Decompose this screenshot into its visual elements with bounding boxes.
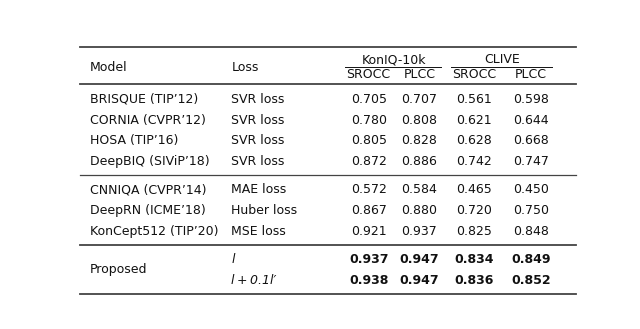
Text: 0.852: 0.852 xyxy=(511,274,550,287)
Text: 0.705: 0.705 xyxy=(351,93,387,106)
Text: CLIVE: CLIVE xyxy=(484,53,520,66)
Text: BRISQUE (TIP’12): BRISQUE (TIP’12) xyxy=(90,93,198,106)
Text: DeepRN (ICME’18): DeepRN (ICME’18) xyxy=(90,204,205,217)
Text: 0.750: 0.750 xyxy=(513,204,549,217)
Text: 0.747: 0.747 xyxy=(513,155,549,168)
Text: 0.828: 0.828 xyxy=(401,135,437,147)
Text: 0.668: 0.668 xyxy=(513,135,548,147)
Text: 0.628: 0.628 xyxy=(456,135,492,147)
Text: 0.848: 0.848 xyxy=(513,225,549,238)
Text: 0.880: 0.880 xyxy=(401,204,437,217)
Text: PLCC: PLCC xyxy=(515,68,547,81)
Text: MAE loss: MAE loss xyxy=(231,183,287,196)
Text: 0.938: 0.938 xyxy=(349,274,388,287)
Text: 0.849: 0.849 xyxy=(511,253,550,266)
Text: 0.561: 0.561 xyxy=(456,93,492,106)
Text: 0.834: 0.834 xyxy=(454,253,493,266)
Text: 0.937: 0.937 xyxy=(349,253,388,266)
Text: 0.947: 0.947 xyxy=(399,253,439,266)
Text: SVR loss: SVR loss xyxy=(231,93,285,106)
Text: 0.584: 0.584 xyxy=(401,183,437,196)
Text: 0.780: 0.780 xyxy=(351,114,387,127)
Text: SVR loss: SVR loss xyxy=(231,155,285,168)
Text: SVR loss: SVR loss xyxy=(231,135,285,147)
Text: 0.805: 0.805 xyxy=(351,135,387,147)
Text: 0.825: 0.825 xyxy=(456,225,492,238)
Text: 0.921: 0.921 xyxy=(351,225,387,238)
Text: KonCept512 (TIP’20): KonCept512 (TIP’20) xyxy=(90,225,218,238)
Text: 0.947: 0.947 xyxy=(399,274,439,287)
Text: l + 0.1l′: l + 0.1l′ xyxy=(231,274,276,287)
Text: CORNIA (CVPR’12): CORNIA (CVPR’12) xyxy=(90,114,206,127)
Text: HOSA (TIP’16): HOSA (TIP’16) xyxy=(90,135,179,147)
Text: 0.450: 0.450 xyxy=(513,183,549,196)
Text: Loss: Loss xyxy=(231,61,259,74)
Text: PLCC: PLCC xyxy=(403,68,435,81)
Text: DeepBIQ (SIViP’18): DeepBIQ (SIViP’18) xyxy=(90,155,209,168)
Text: 0.720: 0.720 xyxy=(456,204,492,217)
Text: Proposed: Proposed xyxy=(90,263,147,276)
Text: 0.572: 0.572 xyxy=(351,183,387,196)
Text: Model: Model xyxy=(90,61,127,74)
Text: Huber loss: Huber loss xyxy=(231,204,298,217)
Text: l: l xyxy=(231,253,235,266)
Text: CNNIQA (CVPR’14): CNNIQA (CVPR’14) xyxy=(90,183,207,196)
Text: MSE loss: MSE loss xyxy=(231,225,286,238)
Text: 0.872: 0.872 xyxy=(351,155,387,168)
Text: 0.742: 0.742 xyxy=(456,155,492,168)
Text: 0.808: 0.808 xyxy=(401,114,437,127)
Text: 0.465: 0.465 xyxy=(456,183,492,196)
Text: SROCC: SROCC xyxy=(347,68,391,81)
Text: SVR loss: SVR loss xyxy=(231,114,285,127)
Text: 0.644: 0.644 xyxy=(513,114,548,127)
Text: 0.836: 0.836 xyxy=(454,274,493,287)
Text: 0.707: 0.707 xyxy=(401,93,437,106)
Text: 0.621: 0.621 xyxy=(456,114,492,127)
Text: 0.886: 0.886 xyxy=(401,155,437,168)
Text: 0.937: 0.937 xyxy=(401,225,437,238)
Text: 0.598: 0.598 xyxy=(513,93,549,106)
Text: 0.867: 0.867 xyxy=(351,204,387,217)
Text: KonIQ-10k: KonIQ-10k xyxy=(362,53,426,66)
Text: SROCC: SROCC xyxy=(452,68,496,81)
